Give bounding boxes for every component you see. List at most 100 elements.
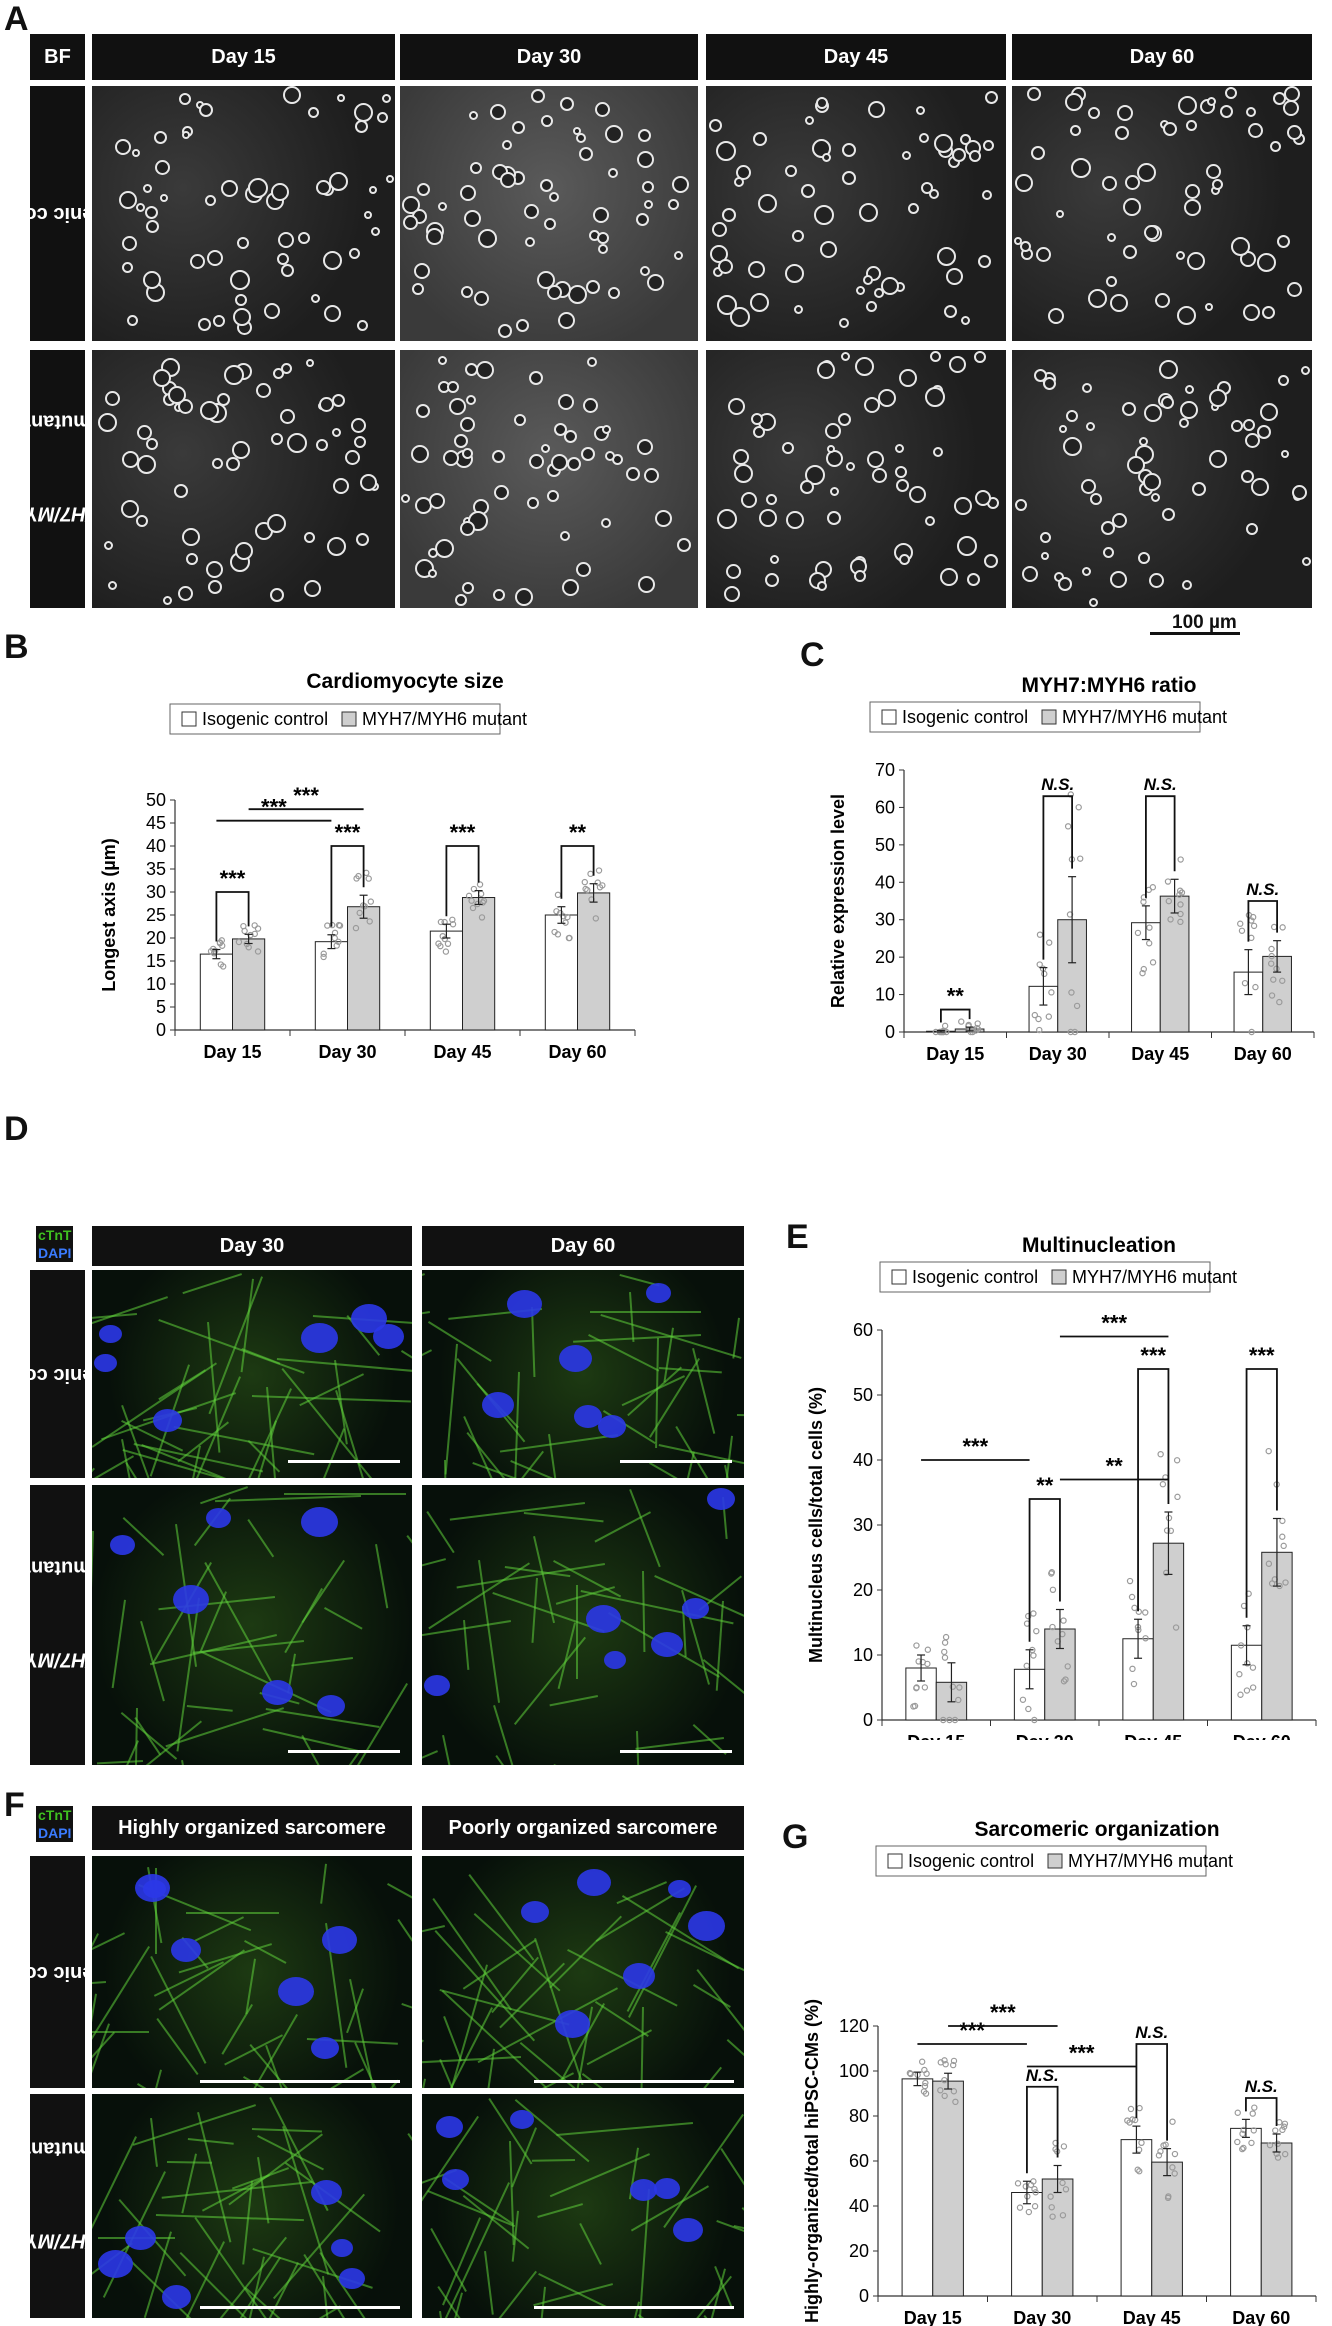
cell-blob <box>770 555 779 564</box>
cell-blob <box>1107 233 1116 242</box>
data-point <box>1251 2104 1258 2111</box>
stain-label-dapi: DAPI <box>36 1244 74 1262</box>
y-tick-label: 40 <box>146 836 166 856</box>
cell-blob <box>925 387 945 407</box>
cell-blob <box>1031 146 1045 160</box>
cell-blob <box>371 227 380 236</box>
fiber <box>397 1919 412 1959</box>
bf-image-mutant-day30 <box>400 350 698 608</box>
cell-blob <box>753 426 765 438</box>
cell-blob <box>854 570 866 582</box>
cell-blob <box>163 596 172 605</box>
cell-blob <box>581 447 595 461</box>
cell-blob <box>792 230 804 242</box>
fiber <box>129 2069 162 2088</box>
cell-blob <box>514 414 526 426</box>
cell-blob <box>1270 141 1281 152</box>
cell-blob <box>1283 100 1299 116</box>
significance-label: ** <box>947 984 965 1009</box>
nucleus <box>171 1938 201 1962</box>
chart-title: Multinucleation <box>1022 1234 1176 1257</box>
cell-blob <box>1149 573 1164 588</box>
data-point <box>1241 979 1249 987</box>
panel-d-column-day60: Day 60 <box>422 1226 744 1266</box>
data-point <box>235 938 243 946</box>
data-point <box>1268 952 1275 960</box>
cell-blob <box>1127 456 1145 474</box>
fiber <box>92 1530 94 1640</box>
cell-blob <box>929 189 939 199</box>
y-tick-label: 20 <box>849 2241 869 2261</box>
fiber <box>197 2112 232 2243</box>
cell-blob <box>718 259 733 274</box>
cell-blob <box>598 244 608 254</box>
chart-title: MYH7:MYH6 ratio <box>1021 674 1196 697</box>
x-tick-label: Day 15 <box>203 1042 261 1062</box>
cell-blob <box>549 192 559 202</box>
bf-corner-label: BF <box>30 34 85 80</box>
cell-blob <box>122 262 133 273</box>
cell-blob <box>547 285 562 300</box>
fiber <box>484 2251 494 2315</box>
cell-blob <box>933 447 943 457</box>
cell-blob <box>1056 210 1064 218</box>
scale-bar <box>288 1460 400 1463</box>
fiber <box>444 1343 458 1475</box>
x-tick-label: Day 45 <box>1124 1732 1182 1740</box>
cell-blob <box>206 561 223 578</box>
fiber <box>375 1544 389 1609</box>
x-tick-label: Day 45 <box>433 1042 491 1062</box>
nucleus <box>301 1507 338 1537</box>
data-point <box>921 1684 929 1691</box>
fiber <box>401 2003 412 2021</box>
cell-blob <box>985 91 998 104</box>
data-point <box>449 916 456 923</box>
cell-blob <box>531 89 545 103</box>
nucleus <box>206 1508 231 1528</box>
if-image-control-day30 <box>92 1270 412 1478</box>
data-point <box>952 2098 959 2106</box>
cell-blob <box>537 271 555 289</box>
cell-blob <box>954 497 972 515</box>
data-point <box>1136 2168 1143 2175</box>
significance-bracket <box>1245 1368 1278 1618</box>
legend-label-control: Isogenic control <box>908 1851 1034 1871</box>
x-tick-label: Day 30 <box>1029 1044 1087 1064</box>
cell-blob <box>1123 245 1137 259</box>
stain-label-ctnt: cTnT <box>36 1806 74 1824</box>
nucleus <box>99 1325 122 1343</box>
fiber <box>426 1511 455 1554</box>
significance-label: *** <box>1101 1311 1127 1336</box>
cell-blob <box>1162 508 1175 521</box>
cell-blob <box>1110 294 1128 312</box>
cell-blob <box>899 554 910 565</box>
cell-blob <box>868 101 885 118</box>
fiber <box>493 1705 534 1765</box>
data-point <box>1025 1612 1032 1620</box>
data-point <box>1268 960 1275 967</box>
nucleus <box>586 1605 621 1633</box>
cell-blob <box>1117 105 1133 121</box>
cell-blob <box>1112 513 1127 528</box>
fiber <box>186 1912 279 1914</box>
data-point <box>1239 2130 1246 2138</box>
cell-blob <box>969 150 981 162</box>
nucleus <box>153 1409 182 1432</box>
data-point <box>973 1024 981 1032</box>
cell-blob <box>982 190 992 200</box>
data-point <box>1268 945 1275 953</box>
cell-blob <box>551 454 568 471</box>
legend-box <box>869 701 1201 733</box>
cell-blob <box>946 268 963 285</box>
cell-blob <box>1185 184 1200 199</box>
cell-blob <box>414 263 430 279</box>
fiber <box>400 1350 412 1406</box>
y-tick-label: 120 <box>839 2016 869 2036</box>
data-point <box>1169 2164 1176 2171</box>
cell-blob <box>916 106 925 115</box>
cell-blob <box>1155 293 1170 308</box>
data-point <box>437 918 445 926</box>
fiber <box>422 1273 425 1322</box>
cell-blob <box>327 537 346 556</box>
cell-blob <box>105 391 120 406</box>
